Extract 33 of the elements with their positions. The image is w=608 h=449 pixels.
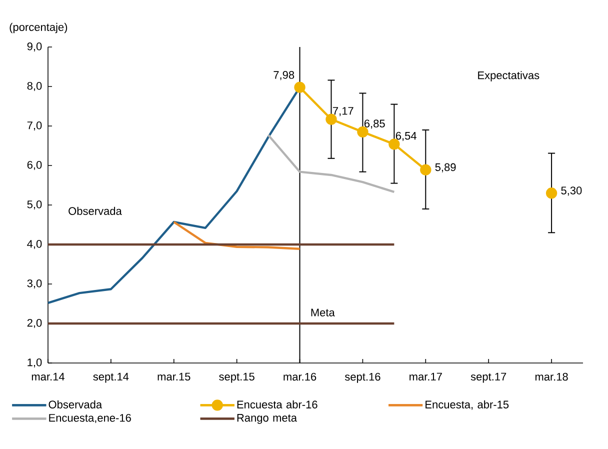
y-tick-label: 1,0 (28, 358, 42, 368)
data-label: 6,54 (396, 132, 416, 141)
y-axis-title: (porcentaje) (10, 22, 68, 34)
x-tick-label: mar.14 (32, 372, 64, 381)
y-tick-label: 3,0 (27, 279, 42, 289)
legend-label: Rango meta (237, 414, 297, 424)
x-tick-label: sept.17 (470, 372, 506, 383)
x-tick-label: mar.17 (410, 372, 442, 381)
legend-label: Encuesta, abr-15 (426, 400, 509, 410)
y-tick-label: 9,0 (27, 42, 42, 52)
data-label: 6,85 (364, 120, 385, 129)
y-tick-label: 6,0 (27, 160, 42, 170)
legend-label: Observada (48, 400, 102, 408)
x-tick-label: sept.14 (93, 372, 129, 383)
data-label: 7,98 (274, 71, 294, 80)
x-tick-label: mar.18 (535, 372, 568, 381)
y-tick-label: 4,0 (27, 240, 42, 250)
x-tick-label: mar.16 (284, 372, 316, 381)
x-tick-label: sept.16 (344, 372, 380, 383)
x-tick-label: sept.15 (219, 372, 254, 383)
annotation: Expectativas (478, 71, 540, 82)
data-label: 5,30 (561, 186, 582, 196)
y-tick-label: 8,0 (27, 82, 42, 92)
data-label: 7,17 (333, 107, 354, 116)
annotation: Observada (68, 206, 122, 215)
x-tick-label: mar.15 (158, 372, 190, 381)
y-tick-label: 5,0 (27, 200, 42, 210)
y-tick-label: 7,0 (27, 121, 42, 131)
data-label: 5,89 (435, 163, 456, 172)
legend-label: Encuesta abr-16 (237, 400, 318, 408)
annotation: Meta (311, 308, 335, 316)
legend-label: Encuesta,ene-16 (49, 414, 131, 424)
y-tick-label: 2,0 (27, 318, 42, 328)
